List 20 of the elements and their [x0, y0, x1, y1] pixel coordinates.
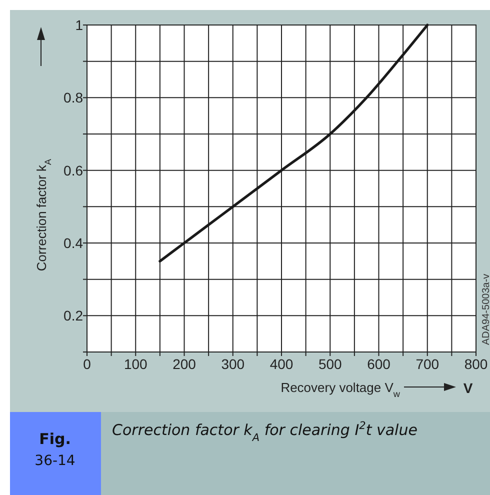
y-tick-label: 0.6	[64, 162, 84, 178]
text: ADA94-5003a-v	[481, 274, 490, 345]
y-tick-label: 0.8	[64, 90, 84, 106]
text: V	[463, 380, 474, 396]
x-tick-label: 500	[318, 356, 342, 372]
x-tick-label: 100	[124, 356, 148, 372]
x-axis-title: Recovery voltage V$_{w}$	[280, 380, 400, 399]
y-tick-label: 0.2	[64, 308, 84, 324]
x-tick-label: 700	[416, 356, 440, 372]
text: Fig.	[39, 430, 71, 448]
x-tick-label: 400	[270, 356, 294, 372]
text: Correction factor k$_{A}$ for clearing I$^{2}$t value	[112, 420, 418, 444]
y-tick-label: 1	[75, 17, 84, 33]
text: 36-14	[34, 453, 76, 469]
x-tick-label: 800	[464, 356, 488, 372]
x-tick-label: 300	[221, 356, 245, 372]
y-tick-label: 0.4	[64, 235, 84, 251]
x-tick-label: 0	[83, 356, 92, 372]
x-tick-label: 600	[367, 356, 391, 372]
x-tick-label: 200	[172, 356, 196, 372]
